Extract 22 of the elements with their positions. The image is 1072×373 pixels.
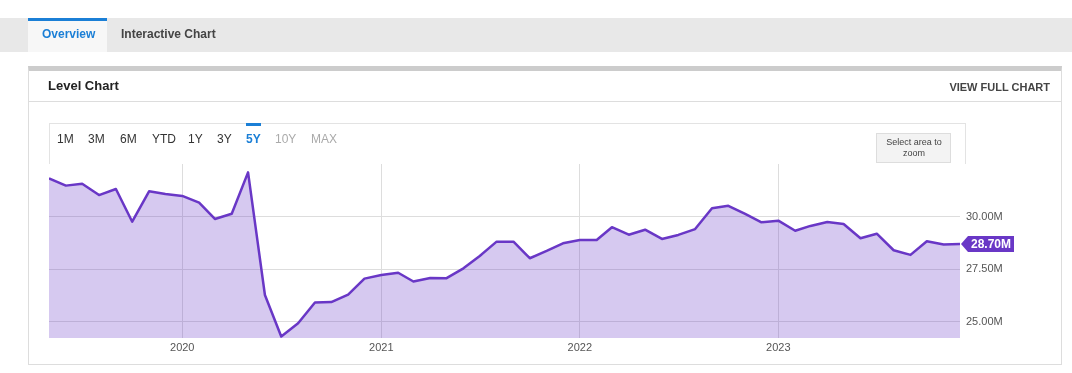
text: 10Y — [275, 132, 297, 146]
text: YTD — [152, 132, 176, 146]
x-tick-label: 2020 — [170, 340, 195, 353]
data-label: 28.70M — [971, 237, 1012, 252]
x-tick-label: 2022 — [567, 340, 593, 353]
text: 3M — [88, 132, 105, 146]
text: 1Y — [188, 132, 203, 146]
y-tick-label: 27.50M — [966, 262, 1003, 275]
y-tick-label: 30.00M — [966, 209, 1003, 222]
y-tick-label: 25.00M — [966, 314, 1003, 327]
text: Interactive Chart — [121, 27, 216, 41]
text: 5Y — [246, 123, 261, 146]
text: 1M — [57, 132, 74, 146]
text: 3Y — [217, 132, 232, 146]
chart-title: Level Chart — [48, 78, 119, 93]
text: Overview — [42, 27, 96, 41]
x-tick-label: 2023 — [766, 340, 791, 353]
x-tick-label: 2021 — [369, 340, 394, 353]
text: MAX — [311, 132, 338, 146]
text: 6M — [120, 132, 137, 146]
text: VIEW FULL CHART — [949, 81, 1050, 93]
text: Select area to zoom — [885, 137, 943, 159]
